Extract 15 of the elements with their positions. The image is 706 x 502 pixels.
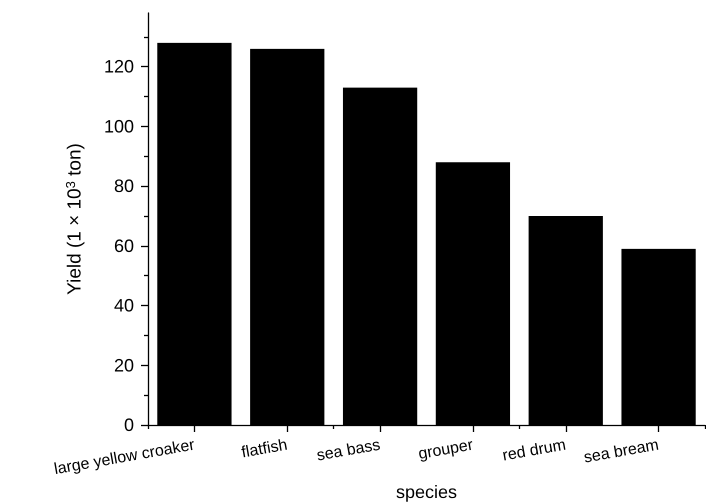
y-axis-title: Yield (1 × 103 ton) xyxy=(63,143,86,295)
y-tick-label: 60 xyxy=(114,236,134,256)
y-tick-label: 40 xyxy=(114,296,134,316)
y-tick-label: 100 xyxy=(104,116,134,136)
x-tick-label: sea bass xyxy=(316,436,382,465)
x-tick-label: grouper xyxy=(417,436,476,463)
x-tick-label: sea bream xyxy=(582,436,660,467)
y-tick-label: 20 xyxy=(114,355,134,376)
x-tick-label: flatfish xyxy=(240,436,289,462)
x-axis-title: species xyxy=(396,482,458,502)
y-tick-label: 0 xyxy=(124,415,134,435)
y-tick-label: 120 xyxy=(104,56,134,77)
y-tick-label: 80 xyxy=(114,176,134,196)
x-tick-label: large yellow croaker xyxy=(52,436,197,478)
x-tick-label: red drum xyxy=(501,436,568,465)
